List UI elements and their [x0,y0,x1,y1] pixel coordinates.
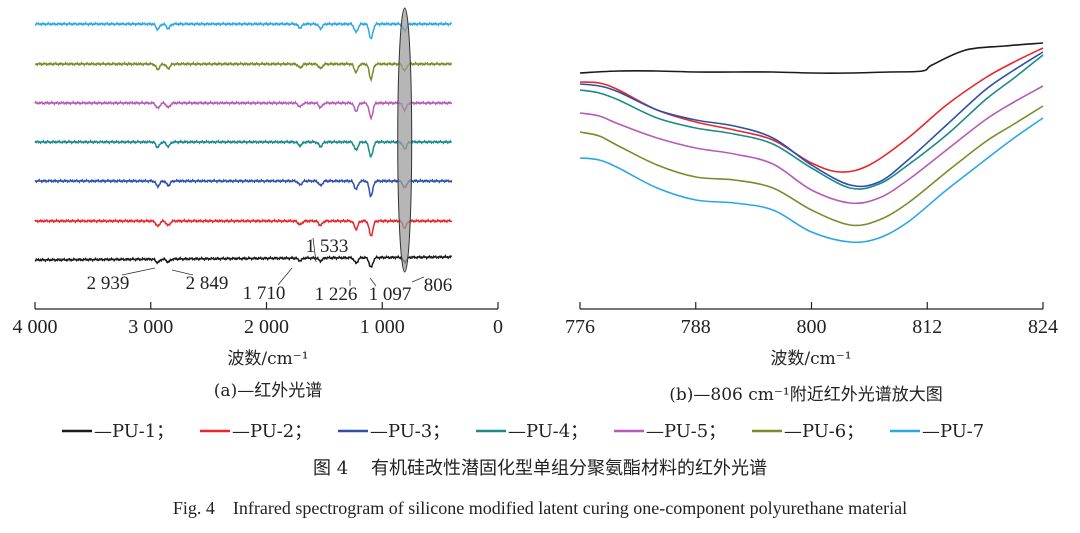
series-b-pu-7 [579,117,1044,244]
panel-b: 776 788 800 812 824 波数/cm⁻¹ (b)—806 cm⁻¹附近红外… [565,42,1058,405]
highlight-band-806 [397,7,413,273]
series-a-pu-2 [34,218,453,237]
legend-item: —PU-1； [62,421,174,442]
panel-a: 4 000 3 000 2 000 1 000 0 2 939 2 849 1 710 1 5… [13,7,503,401]
legend-label: —PU-2； [232,421,312,442]
peak-label: 1 226 [315,284,358,305]
series-a-pu-6 [34,61,453,83]
panel-b-caption: (b)—806 cm⁻¹附近红外光谱放大图 [669,385,942,405]
figure-caption-en: Fig. 4 Infrared spectrogram of silicone … [173,498,907,518]
peak-label: 806 [424,275,453,296]
legend: —PU-1； —PU-2； —PU-3； —PU-4； —PU-5； —PU-6； —PU-… [62,421,984,442]
series-a-pu-7 [34,21,453,40]
legend-item: —PU-4； [476,421,588,442]
legend-item: —PU-2； [200,421,312,442]
peak-label: 2 849 [186,273,229,294]
x-tick-label-b: 824 [1028,316,1058,338]
peak-label: 1 710 [243,283,286,304]
series-a-pu-4 [34,139,452,158]
x-tick-label-b: 776 [565,316,595,338]
peak-label: 1 097 [369,284,412,305]
series-b-pu-5 [579,85,1044,205]
legend-label: —PU-5； [646,421,726,442]
series-b-pu-2 [579,47,1044,173]
x-tick-label-a: 2 000 [244,316,289,338]
x-tick-label-b: 788 [681,316,711,338]
series-a-pu-3 [34,178,453,198]
peak-leader-line [411,276,425,283]
x-tick-label-a: 4 000 [13,316,58,338]
peak-label: 1 533 [306,236,349,257]
series-b-pu-1 [579,42,1044,74]
legend-item: —PU-3； [338,421,450,442]
legend-item: —PU-6； [752,421,864,442]
x-tick-label-a: 0 [493,316,503,338]
legend-label: —PU-4； [508,421,588,442]
x-axis-label-b: 波数/cm⁻¹ [770,349,851,369]
series-a-pu-5 [34,100,453,121]
series-b-pu-4 [579,54,1044,190]
peak-label: 2 939 [87,273,130,294]
legend-label: —PU-6； [784,421,864,442]
legend-label: —PU-7 [922,421,984,442]
legend-item: —PU-7 [890,421,984,442]
x-tick-label-a: 1 000 [360,316,405,338]
legend-item: —PU-5； [614,421,726,442]
x-tick-label-b: 812 [912,316,942,338]
legend-label: —PU-3； [370,421,450,442]
x-axis-label-a: 波数/cm⁻¹ [227,349,308,369]
peak-leader-line [312,237,317,263]
figure-caption-zh: 图 4 有机硅改性潜固化型单组分聚氨酯材料的红外光谱 [313,458,767,479]
panel-a-caption: (a)—红外光谱 [214,381,322,401]
x-tick-label-a: 3 000 [128,316,173,338]
peak-leader-line [277,267,293,286]
peak-leader-line [121,267,156,276]
peak-leader-line [369,277,377,287]
legend-label: —PU-1； [94,421,174,442]
x-tick-label-b: 800 [797,316,827,338]
series-b-pu-3 [579,51,1044,188]
series-b-pu-6 [579,105,1044,227]
peak-leader-line [171,269,194,276]
series-a-pu-1 [34,254,453,268]
